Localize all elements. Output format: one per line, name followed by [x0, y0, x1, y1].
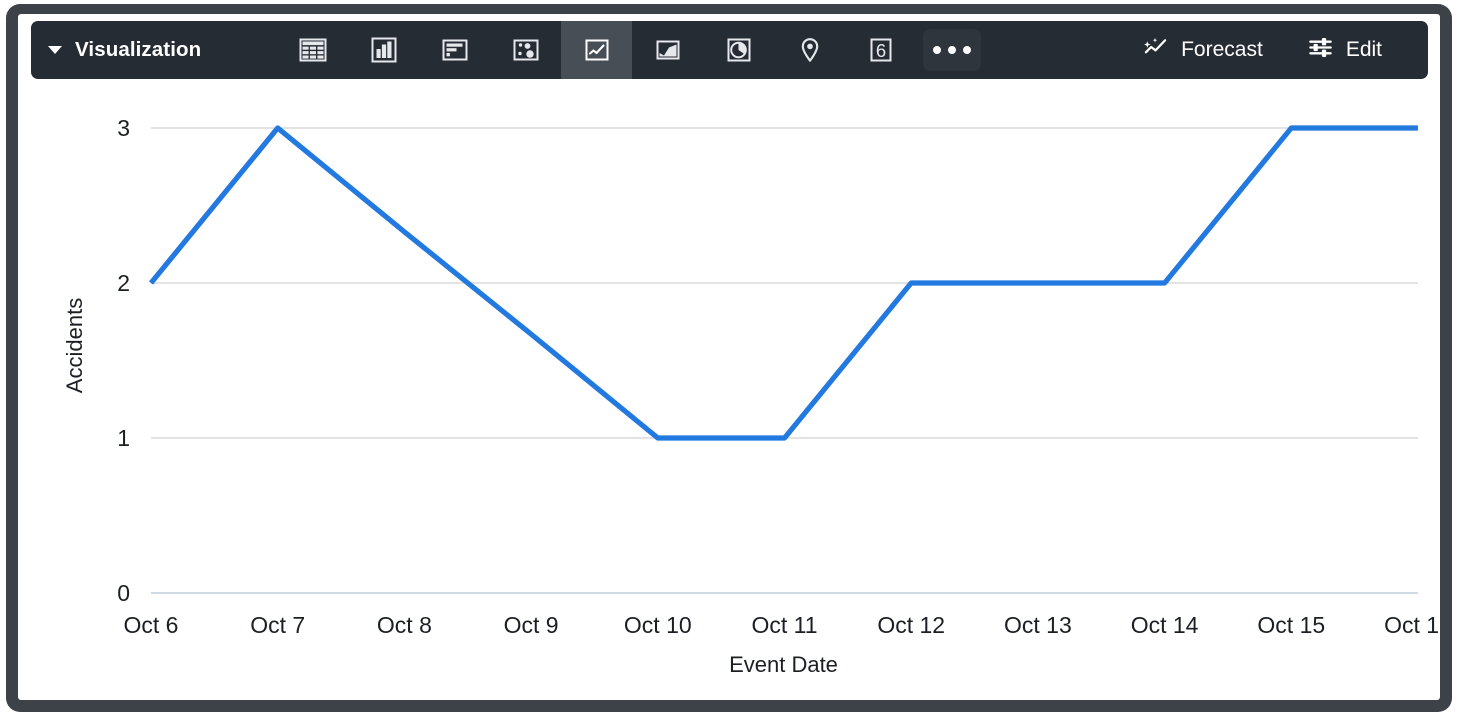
toolbar-actions: Forecast — [1120, 21, 1428, 79]
ellipsis-dot — [947, 46, 956, 54]
visualization-card: Visualization — [18, 14, 1440, 700]
y-axis-tick-label: 0 — [117, 580, 130, 606]
x-axis-tick-label: Oct 7 — [250, 612, 305, 638]
x-axis-tick-label: Oct 12 — [877, 612, 945, 638]
ellipsis-dot — [932, 46, 941, 54]
x-axis-tick-label: Oct 6 — [124, 612, 179, 638]
viz-type-map[interactable] — [774, 21, 845, 79]
x-axis-title: Event Date — [729, 652, 838, 677]
x-axis-tick-label: Oct 15 — [1257, 612, 1325, 638]
viz-type-table[interactable] — [277, 21, 348, 79]
x-axis-tick-label: Oct 13 — [1004, 612, 1072, 638]
bar-chart-icon — [369, 35, 399, 65]
chart-container: 0 1 2 3 Oct 6 Oct 7 Oct 8 Oct 9 Oct 10 Oct 11 Oct … — [18, 80, 1440, 698]
viz-type-scatter[interactable] — [490, 21, 561, 79]
y-axis-title: Accidents — [62, 298, 87, 393]
forecast-button[interactable]: Forecast — [1120, 21, 1285, 79]
x-axis-tick-label: Oct 9 — [504, 612, 559, 638]
number-six-icon: 6 — [866, 35, 896, 65]
y-axis-tick-label: 2 — [117, 270, 130, 296]
viz-more-button[interactable] — [916, 21, 987, 79]
map-pin-icon — [795, 35, 825, 65]
y-axis-tick-label: 3 — [117, 115, 130, 141]
ellipsis-icon — [922, 29, 981, 71]
y-axis-tick-label: 1 — [117, 425, 130, 451]
line-chart-icon — [582, 35, 612, 65]
edit-button-label: Edit — [1345, 38, 1382, 61]
x-axis-tick-label: Oct 11 — [751, 612, 817, 638]
x-axis-tick-label: Oct 16 — [1384, 612, 1440, 638]
x-axis-tick-label: Oct 14 — [1131, 612, 1199, 638]
pie-chart-icon — [724, 35, 754, 65]
visualization-type-group: 6 — [277, 21, 987, 79]
app-window: Visualization — [6, 4, 1452, 712]
viz-type-line[interactable] — [561, 21, 632, 79]
line-chart[interactable]: 0 1 2 3 Oct 6 Oct 7 Oct 8 Oct 9 Oct 10 Oct 11 Oct … — [18, 80, 1440, 698]
viz-type-row[interactable] — [419, 21, 490, 79]
x-axis-tick-label: Oct 8 — [377, 612, 432, 638]
edit-button[interactable]: Edit — [1285, 21, 1404, 79]
table-icon — [298, 35, 328, 65]
x-axis-tick-label: Oct 10 — [624, 612, 692, 638]
viz-type-number[interactable]: 6 — [845, 21, 916, 79]
viz-type-area[interactable] — [632, 21, 703, 79]
viz-type-pie[interactable] — [703, 21, 774, 79]
scatter-bubble-icon — [511, 35, 541, 65]
sliders-icon — [1307, 34, 1334, 66]
line-series[interactable] — [148, 125, 1418, 441]
svg-text:6: 6 — [875, 40, 885, 61]
viz-type-bar[interactable] — [348, 21, 419, 79]
visualization-header[interactable]: Visualization — [31, 21, 277, 79]
page-title: Visualization — [75, 38, 202, 61]
chevron-down-icon[interactable] — [48, 46, 62, 54]
visualization-toolbar: Visualization — [31, 21, 1428, 79]
ellipsis-dot — [962, 46, 971, 54]
horizontal-bar-icon — [440, 35, 470, 65]
area-chart-icon — [653, 35, 683, 65]
forecast-sparkle-icon — [1142, 34, 1169, 66]
forecast-button-label: Forecast — [1181, 38, 1263, 61]
